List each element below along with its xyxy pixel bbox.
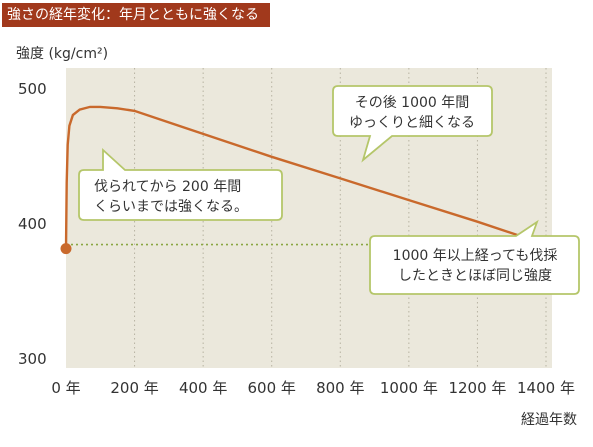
chart-title-bar: 強さの経年変化：年月とともに強くなる xyxy=(2,3,270,27)
callout-box-grow xyxy=(78,147,283,221)
y-tick-label: 500 xyxy=(18,80,47,98)
annotation-callout-grow: 伐られてから 200 年間 くらいまでは強くなる。 xyxy=(78,147,283,221)
point-start xyxy=(60,243,72,255)
y-tick-labels: 300 400 500 xyxy=(18,80,47,368)
callout-box-same xyxy=(369,219,580,295)
x-tick-label: 400 年 xyxy=(179,379,227,397)
x-tick-label: 200 年 xyxy=(110,379,158,397)
x-tick-label: 1400 年 xyxy=(517,379,575,397)
strength-curve xyxy=(64,105,547,249)
y-tick-label: 400 xyxy=(18,215,47,233)
x-tick-label: 0 年 xyxy=(51,379,80,397)
x-axis-label: 経過年数 xyxy=(521,412,577,428)
callout-decline-line-1: その後 1000 年間 xyxy=(355,95,470,111)
x-tick-label: 1200 年 xyxy=(448,379,506,397)
callout-same-line-1: 1000 年以上経っても伐採 xyxy=(393,248,558,264)
callout-box-decline xyxy=(332,85,493,163)
y-tick-label: 300 xyxy=(18,350,47,368)
annotation-callout-same: 1000 年以上経っても伐採 したときとほぼ同じ強度 xyxy=(369,219,580,295)
annotation-callout-decline: その後 1000 年間 ゆっくりと細くなる xyxy=(332,85,493,163)
x-tick-label: 800 年 xyxy=(316,379,364,397)
callout-same-line-2: したときとほぼ同じ強度 xyxy=(398,268,552,284)
callout-grow-line-2: くらいまでは強くなる。 xyxy=(94,199,248,215)
callout-decline-line-2: ゆっくりと細くなる xyxy=(349,115,475,131)
x-tick-label: 600 年 xyxy=(248,379,296,397)
y-axis-label: 強度 (kg/cm²) xyxy=(16,46,108,62)
x-tick-label: 1000 年 xyxy=(380,379,438,397)
callout-grow-line-1: 伐られてから 200 年間 xyxy=(94,179,241,195)
x-tick-labels: 0 年 200 年 400 年 600 年 800 年 1000 年 1200 年 1400 … xyxy=(51,379,575,397)
